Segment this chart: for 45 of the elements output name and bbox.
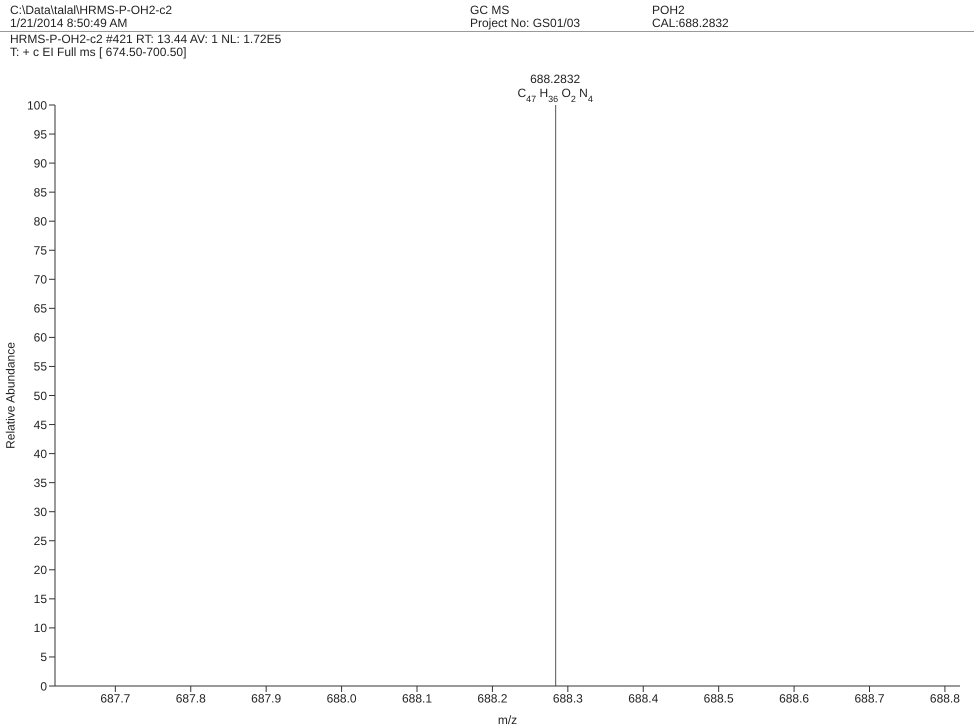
y-tick-label: 50 [34,388,48,403]
y-tick-label: 5 [40,650,48,664]
text: CAL:688.2832 [652,16,729,30]
x-tick-label: 688.6 [779,692,810,706]
annotation: 688.2832 [530,72,581,86]
x-tick-label: 688.8 [930,692,960,706]
y-tick-label: 80 [34,214,48,228]
y-tick-label: 55 [34,360,48,374]
text: Project No: GS01/03 [470,16,580,30]
y-tick-label: 30 [34,504,48,519]
y-tick-label: 90 [34,156,48,170]
y-tick-label: 45 [34,418,48,432]
y-tick-label: 65 [34,302,48,316]
y-tick-label: 10 [34,621,48,636]
x-tick-label: 688.2 [477,692,508,706]
x-tick-label: 688.7 [854,692,885,706]
x-tick-label: 687.8 [176,692,206,706]
x-tick-label: 688.0 [326,692,357,706]
text: POH2 [652,3,685,17]
x-axis-title: m/z [498,713,518,726]
x-tick-label: 688.5 [704,692,734,706]
y-tick-label: 20 [34,563,48,578]
x-tick-label: 687.9 [251,692,282,706]
text: HRMS-P-OH2-c2 #421 RT: 13.44 AV: 1 NL: 1.72E5 [10,32,282,46]
y-tick-label: 60 [34,330,48,345]
y-tick-label: 70 [34,272,48,287]
text: T: + c EI Full ms [ 674.50-700.50] [10,45,186,59]
text: 1/21/2014 8:50:49 AM [10,16,128,30]
x-tick-label: 688.3 [552,692,584,706]
text: GC MS [470,3,510,17]
y-tick-label: 85 [34,185,48,200]
x-tick-label: 687.7 [100,692,131,706]
y-tick-label: 25 [34,534,48,548]
y-tick-label: 100 [26,98,48,112]
annotation: C$_{47}$ H$_{36}$ O$_{2}$ N$_{4}$ [517,86,593,104]
y-tick-label: 75 [34,244,48,258]
x-tick-label: 688.1 [402,692,432,706]
y-tick-label: 35 [34,476,48,490]
y-tick-label: 0 [40,679,48,694]
y-tick-label: 40 [34,446,48,461]
y-tick-label: 95 [34,127,48,142]
text: C:\Data\talal\HRMS-P-OH2-c2 [10,3,172,17]
y-tick-label: 15 [34,592,48,606]
y-axis-title: Relative Abundance [3,342,18,449]
x-tick-label: 688.4 [628,692,659,706]
